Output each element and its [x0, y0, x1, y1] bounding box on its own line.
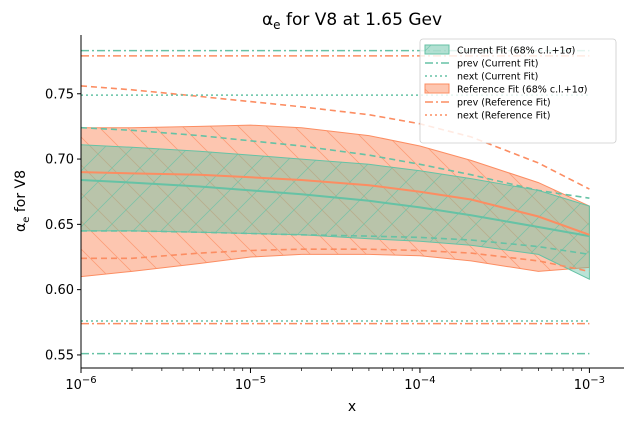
legend-swatch-hatch-0	[425, 45, 449, 54]
x-tick-label-2: 10−4	[404, 375, 435, 393]
dashed-curve-2	[81, 230, 590, 256]
chart-title: αe for V8 at 1.65 Gev	[262, 10, 442, 32]
dashed-curve-4	[81, 248, 590, 273]
y-axis-label: αe for V8	[13, 170, 32, 232]
legend-label-0: Current Fit (68% c.l.+1σ)	[457, 46, 575, 57]
legend-label-5: next (Reference Fit)	[457, 111, 550, 122]
legend-label-4: prev (Reference Fit)	[457, 98, 551, 109]
reference-fit-central-line	[81, 171, 590, 236]
legend: Current Fit (68% c.l.+1σ) prev (Current F…	[419, 38, 617, 144]
current-fit-central-line	[81, 179, 590, 238]
y-tick-label-1: 0.60	[45, 283, 74, 298]
legend-frame	[419, 38, 617, 144]
current-fit-hatch	[81, 144, 590, 280]
ticks: 0.55 0.60 0.65 0.70 0.75 10−6 10−5 10−4 10−3	[45, 87, 605, 393]
x-tick-label-0: 10−6	[65, 375, 96, 393]
x-tick-label-3: 10−3	[574, 375, 605, 393]
dashed-curve-1	[81, 126, 590, 199]
legend-swatch-hatch-3	[425, 84, 449, 93]
x-axis-label: x	[348, 399, 356, 415]
y-tick-label-0: 0.55	[45, 348, 74, 363]
y-tick-label-4: 0.75	[45, 87, 74, 102]
y-tick-label-2: 0.65	[45, 218, 74, 233]
dashed-curve-3	[81, 85, 590, 190]
x-tick-label-1: 10−5	[235, 375, 266, 393]
plot-area	[81, 49, 590, 355]
legend-label-3: Reference Fit (68% c.l.+1σ)	[457, 85, 588, 96]
legend-label-2: next (Current Fit)	[457, 72, 538, 83]
y-tick-label-3: 0.70	[45, 153, 74, 168]
legend-label-1: prev (Current Fit)	[457, 59, 538, 70]
legend-items: Current Fit (68% c.l.+1σ) prev (Current F…	[424, 44, 588, 122]
